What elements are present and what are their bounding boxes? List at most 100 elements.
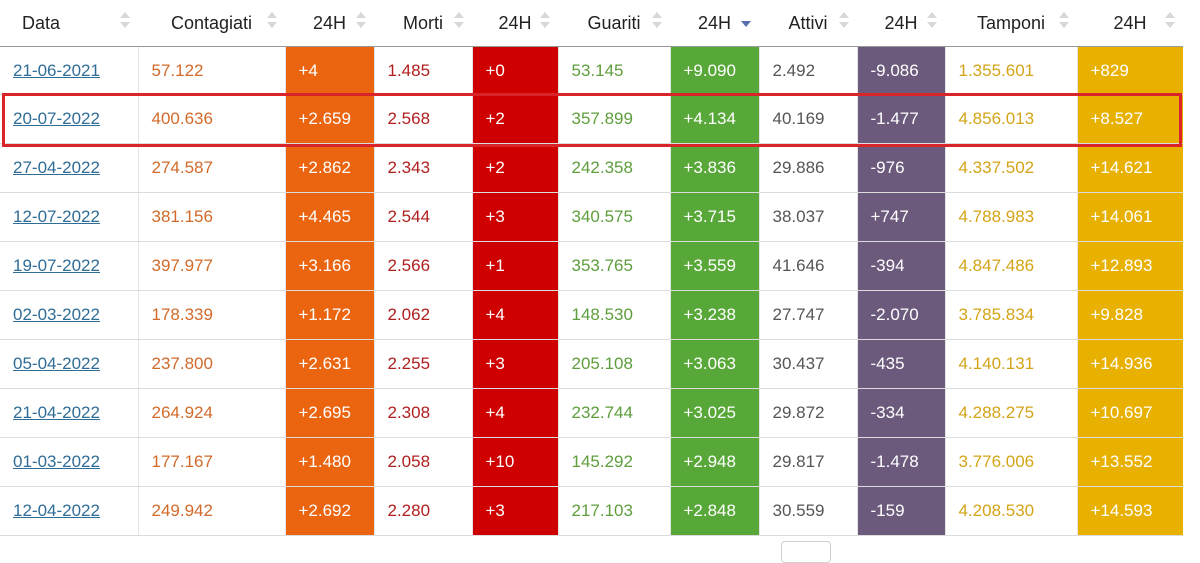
contagiati-24h-cell: +4	[285, 46, 375, 95]
header-attivi-24h[interactable]: 24H	[857, 0, 945, 47]
attivi-24h-cell: -159	[857, 486, 946, 536]
guariti-24h-cell: +9.090	[670, 46, 760, 95]
sort-icon[interactable]	[1165, 12, 1175, 32]
contagiati-cell: 274.587	[138, 143, 286, 193]
sort-icon[interactable]	[540, 12, 550, 32]
morti-24h-cell: +3	[472, 339, 559, 389]
contagiati-24h-cell: +1.172	[285, 290, 375, 340]
date-link[interactable]: 21-06-2021	[13, 60, 100, 80]
date-link[interactable]: 01-03-2022	[13, 452, 100, 471]
date-link[interactable]: 19-07-2022	[13, 256, 100, 275]
contagiati-24h-cell: +2.862	[285, 143, 375, 193]
table-row: 21-06-2021 57.122 +4 1.485 +0 53.145 +9.090 2.4…	[0, 46, 1184, 95]
tamponi-24h-cell: +9.828	[1077, 290, 1184, 340]
sort-icon[interactable]	[1059, 12, 1069, 32]
tamponi-24h-cell: +13.552	[1077, 437, 1184, 487]
tamponi-cell: 1.355.601	[945, 46, 1078, 95]
column-label: 24H	[884, 12, 918, 33]
table-row: 21-04-2022 264.924 +2.695 2.308 +4 232.744 +3.…	[0, 388, 1184, 438]
header-contagiati[interactable]: Contagiati	[138, 0, 285, 47]
sort-descending-icon[interactable]	[741, 12, 751, 32]
sort-icon[interactable]	[267, 12, 277, 32]
morti-cell: 2.062	[374, 290, 473, 340]
tamponi-cell: 4.847.486	[945, 241, 1078, 291]
guariti-cell: 353.765	[558, 241, 671, 291]
sort-icon[interactable]	[356, 12, 366, 32]
header-morti[interactable]: Morti	[374, 0, 472, 47]
sort-icon[interactable]	[120, 12, 130, 32]
column-label: Tamponi	[976, 12, 1046, 33]
sort-icon[interactable]	[454, 12, 464, 32]
header-attivi[interactable]: Attivi	[759, 0, 857, 47]
morti-24h-cell: +0	[472, 46, 559, 95]
morti-24h-cell: +3	[472, 192, 559, 242]
guariti-24h-cell: +3.559	[670, 241, 760, 291]
date-cell: 20-07-2022	[0, 94, 139, 144]
guariti-24h-cell: +2.948	[670, 437, 760, 487]
date-link[interactable]: 27-04-2022	[13, 158, 100, 177]
date-link[interactable]: 21-04-2022	[13, 403, 100, 422]
attivi-24h-cell: -334	[857, 388, 946, 438]
contagiati-cell: 400.636	[138, 94, 286, 144]
morti-cell: 2.566	[374, 241, 473, 291]
contagiati-24h-cell: +2.631	[285, 339, 375, 389]
sort-icon[interactable]	[927, 12, 937, 32]
contagiati-24h-cell: +1.480	[285, 437, 375, 487]
attivi-cell: 40.169	[759, 94, 858, 144]
header-tamponi-24h[interactable]: 24H	[1077, 0, 1183, 47]
date-link[interactable]: 12-04-2022	[13, 501, 100, 520]
tamponi-24h-cell: +12.893	[1077, 241, 1184, 291]
date-cell: 05-04-2022	[0, 339, 139, 389]
tamponi-24h-cell: +14.621	[1077, 143, 1184, 193]
date-link[interactable]: 12-07-2022	[13, 207, 100, 226]
header-guariti-24h[interactable]: 24H	[670, 0, 759, 47]
attivi-24h-cell: -1.477	[857, 94, 946, 144]
date-cell: 12-07-2022	[0, 192, 139, 242]
contagiati-24h-cell: +4.465	[285, 192, 375, 242]
header-data[interactable]: Data	[0, 0, 138, 47]
column-label: Data	[22, 12, 61, 33]
table-body: 21-06-2021 57.122 +4 1.485 +0 53.145 +9.090 2.4…	[0, 46, 1184, 536]
tamponi-24h-cell: +829	[1077, 46, 1184, 95]
tamponi-cell: 3.785.834	[945, 290, 1078, 340]
sort-icon[interactable]	[652, 12, 662, 32]
contagiati-24h-cell: +3.166	[285, 241, 375, 291]
page-margin	[1183, 0, 1200, 553]
tamponi-cell: 4.288.275	[945, 388, 1078, 438]
morti-cell: 2.568	[374, 94, 473, 144]
attivi-cell: 27.747	[759, 290, 858, 340]
header-morti-24h[interactable]: 24H	[472, 0, 558, 47]
sort-icon[interactable]	[839, 12, 849, 32]
contagiati-cell: 249.942	[138, 486, 286, 536]
date-cell: 12-04-2022	[0, 486, 139, 536]
header-tamponi[interactable]: Tamponi	[945, 0, 1077, 47]
column-label: 24H	[697, 12, 732, 33]
guariti-24h-cell: +4.134	[670, 94, 760, 144]
header-contagiati-24h[interactable]: 24H	[285, 0, 374, 47]
date-cell: 21-06-2021	[0, 46, 139, 95]
guariti-cell: 242.358	[558, 143, 671, 193]
guariti-24h-cell: +3.025	[670, 388, 760, 438]
column-label: Contagiati	[170, 12, 253, 33]
guariti-cell: 148.530	[558, 290, 671, 340]
table-row: 27-04-2022 274.587 +2.862 2.343 +2 242.358 +3.…	[0, 143, 1184, 193]
date-link[interactable]: 05-04-2022	[13, 354, 100, 373]
tamponi-24h-cell: +8.527	[1077, 94, 1184, 144]
date-link[interactable]: 20-07-2022	[13, 109, 100, 128]
attivi-cell: 30.437	[759, 339, 858, 389]
tamponi-cell: 4.856.013	[945, 94, 1078, 144]
pagination-button[interactable]	[781, 541, 831, 563]
column-label: 24H	[312, 12, 347, 33]
attivi-cell: 29.872	[759, 388, 858, 438]
morti-24h-cell: +2	[472, 94, 559, 144]
guariti-24h-cell: +3.715	[670, 192, 760, 242]
guariti-cell: 145.292	[558, 437, 671, 487]
table-row: 12-04-2022 249.942 +2.692 2.280 +3 217.103 +2.…	[0, 486, 1184, 536]
attivi-cell: 29.886	[759, 143, 858, 193]
contagiati-cell: 177.167	[138, 437, 286, 487]
header-guariti[interactable]: Guariti	[558, 0, 670, 47]
attivi-cell: 30.559	[759, 486, 858, 536]
table-row: 12-07-2022 381.156 +4.465 2.544 +3 340.575 +3.…	[0, 192, 1184, 242]
tamponi-24h-cell: +10.697	[1077, 388, 1184, 438]
date-link[interactable]: 02-03-2022	[13, 305, 100, 324]
